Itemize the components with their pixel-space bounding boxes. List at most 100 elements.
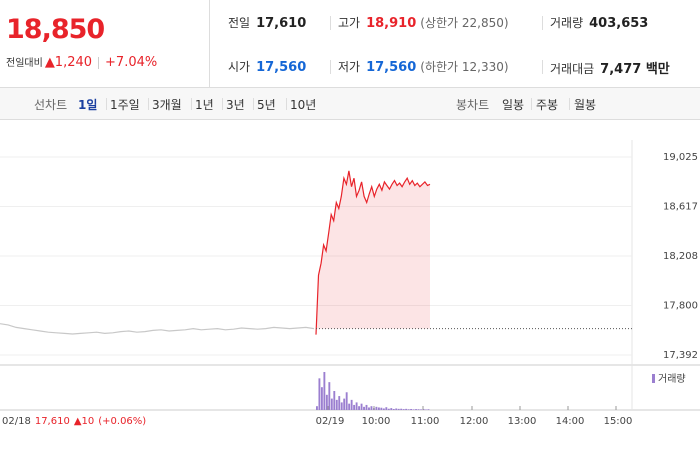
- tab[interactable]: 주봉: [536, 98, 559, 112]
- tab[interactable]: 1주일: [110, 98, 140, 112]
- x-label-part: (+0.06%): [98, 416, 146, 427]
- x-tick-label: 15:00: [604, 416, 633, 427]
- y-tick-label: 18,208: [663, 251, 698, 262]
- volume-bar: [377, 407, 380, 410]
- volume-bar: [375, 406, 378, 410]
- volume-bar: [316, 406, 318, 410]
- volume-bar: [350, 399, 353, 410]
- x-label-part: ▲10: [74, 416, 94, 427]
- price: 18,850: [6, 14, 105, 45]
- separator: [253, 98, 254, 110]
- volume-bar: [405, 408, 408, 410]
- stat: 시가 17,560: [228, 58, 306, 75]
- stat-label: 시가: [228, 60, 251, 74]
- volume-bar: [402, 409, 405, 410]
- volume-bar: [385, 407, 388, 410]
- volume-bar: [415, 409, 418, 410]
- volume-bar: [335, 399, 338, 410]
- stat-value: 17,610: [256, 16, 307, 31]
- volume-bar: [365, 404, 368, 410]
- volume-bar: [328, 382, 331, 410]
- volume-bar: [355, 402, 358, 410]
- volume-bar: [422, 408, 425, 410]
- stat-label: 전일: [228, 16, 251, 30]
- volume-bar: [343, 398, 346, 410]
- volume-bar: [330, 398, 333, 410]
- volume-bar: [397, 408, 400, 410]
- tab-bar: 선차트 1일 1주일 3개월 1년 3년 5년 10년 봉차트 일봉 주봉 월봉: [0, 88, 700, 120]
- volume-bar: [387, 408, 390, 410]
- stat-label: 저가: [338, 60, 361, 74]
- tab[interactable]: 월봉: [574, 98, 597, 112]
- tab[interactable]: 1일: [78, 98, 98, 112]
- volume-bar: [380, 407, 383, 410]
- y-tick-label: 18,617: [663, 201, 698, 212]
- separator: [542, 60, 543, 74]
- change: 전일대비 ▲1,240 +7.04%: [6, 54, 157, 70]
- volume-bar: [373, 408, 375, 410]
- x-tick-label: 02/19: [316, 416, 345, 427]
- change-label: 전일대비: [6, 58, 43, 69]
- tab-heading: 봉차트: [456, 98, 490, 112]
- stat-note: (하한가 12,330): [420, 60, 509, 74]
- separator: [191, 98, 192, 110]
- volume-bar: [323, 372, 326, 410]
- separator: [542, 16, 543, 30]
- tab[interactable]: 일봉: [502, 98, 525, 112]
- volume-bar: [320, 387, 323, 410]
- tab[interactable]: 3개월: [152, 98, 182, 112]
- stat-value: 18,910: [366, 16, 417, 31]
- volume-bar: [392, 408, 395, 410]
- tab[interactable]: 1년: [195, 98, 214, 112]
- line: [0, 323, 315, 335]
- volume-bar: [395, 408, 398, 410]
- x-tick-label: 11:00: [411, 416, 440, 427]
- tab[interactable]: 5년: [257, 98, 276, 112]
- volume-bar: [340, 402, 343, 410]
- volume-bar: [412, 409, 415, 410]
- volume-bar: [368, 407, 370, 410]
- separator: [330, 60, 331, 74]
- summary: 18,850 전일대비 ▲1,240 +7.04% 전일 17,610 고가 18,910…: [0, 0, 700, 88]
- stat-note: (상한가 22,850): [420, 16, 509, 30]
- stat-label: 고가: [338, 16, 361, 30]
- x-label-part: 17,610: [35, 416, 70, 427]
- volume-bar: [425, 409, 427, 410]
- stat: 고가 18,910 (상한가 22,850): [338, 14, 509, 31]
- volume-bar: [382, 408, 385, 410]
- volume-bar: [348, 403, 351, 410]
- separator: [531, 98, 532, 110]
- stat: 거래량 403,653: [550, 14, 648, 31]
- volume-bar: [338, 396, 341, 410]
- stat: 거래대금 7,477 백만: [550, 58, 670, 77]
- line: [315, 170, 431, 335]
- volume-bar: [410, 408, 413, 410]
- stat-label: 거래대금: [550, 62, 595, 76]
- legend-swatch: [652, 374, 655, 383]
- change-pct: +7.04%: [105, 55, 158, 70]
- volume-bar: [325, 394, 328, 410]
- stat-value: 7,477 백만: [600, 62, 670, 77]
- separator: [330, 16, 331, 30]
- volume-bar: [417, 409, 420, 410]
- y-tick-label: 17,800: [663, 301, 698, 312]
- x-label-part: 02/18: [2, 416, 31, 427]
- tab[interactable]: 10년: [290, 98, 317, 112]
- volume-bar: [358, 406, 361, 410]
- y-tick-label: 17,392: [663, 350, 698, 361]
- volume-bar: [390, 408, 393, 410]
- volume-bar: [370, 406, 373, 410]
- volume-bar: [407, 409, 410, 410]
- tab-heading: 선차트: [34, 98, 68, 112]
- stat-label: 거래량: [550, 16, 584, 30]
- volume-bar: [353, 404, 356, 410]
- volume-bar: [420, 409, 422, 410]
- volume-bar: [333, 391, 336, 410]
- x-tick-label: 13:00: [508, 416, 537, 427]
- tab[interactable]: 3년: [226, 98, 245, 112]
- change-value: ▲1,240: [44, 55, 93, 70]
- price-box: 18,850 전일대비 ▲1,240 +7.04%: [0, 0, 210, 87]
- separator: [106, 98, 107, 110]
- x-tick-label: 14:00: [556, 416, 585, 427]
